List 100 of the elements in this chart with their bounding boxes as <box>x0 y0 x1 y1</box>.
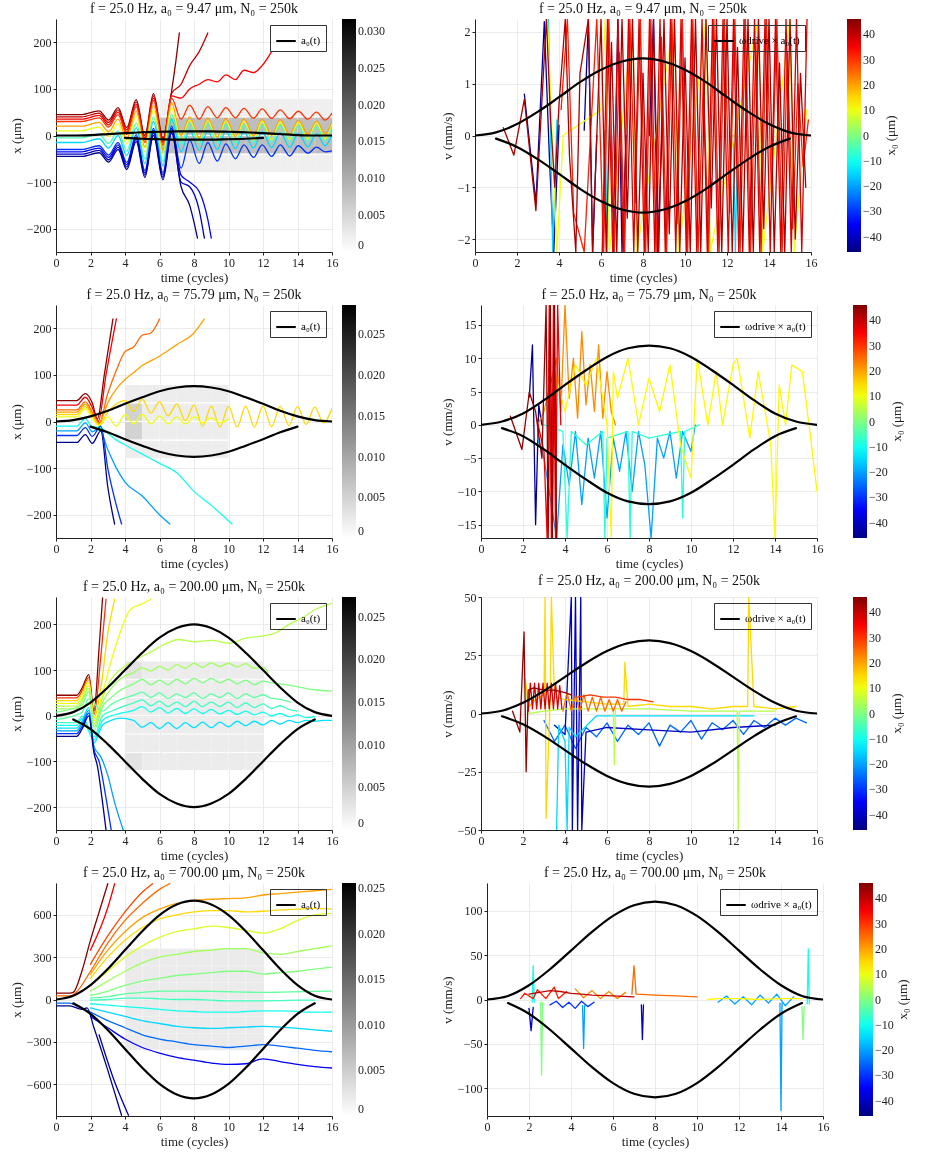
color-bar-label: 10 <box>875 967 887 982</box>
chart-title: f = 25.0 Hz, a₀ = 9.47 μm, N₀ = 250k <box>89 1 299 16</box>
x-tick-label: 12 <box>721 255 734 270</box>
color-bar-label: 0.010 <box>358 1017 385 1032</box>
x-tick-label: 14 <box>292 541 304 556</box>
x-tick-label: 6 <box>157 255 163 270</box>
color-bar-label: 0 <box>863 128 869 143</box>
x-axis-title: time (cycles) <box>160 847 229 863</box>
x-tick-label: 12 <box>257 1119 270 1134</box>
color-bar-label: 0.005 <box>358 1063 385 1078</box>
color-bar-label: 0.025 <box>358 881 385 896</box>
y-tick-label: 25 <box>464 648 477 663</box>
x-tick-label: 14 <box>292 833 304 848</box>
x-tick-label: 16 <box>811 833 824 848</box>
x-tick-label: 14 <box>292 1119 304 1134</box>
x-tick-label: 10 <box>685 833 698 848</box>
y-tick-label: −25 <box>457 765 477 780</box>
color-bar-title: x₀ (μm) <box>883 115 898 156</box>
x-tick-label: 4 <box>556 255 563 270</box>
x-tick-label: 14 <box>775 1119 788 1134</box>
x-tick-label: 14 <box>769 833 782 848</box>
color-bar-label: 0.005 <box>358 208 385 223</box>
y-axis-title: x (μm) <box>8 404 24 440</box>
color-bar-label: 0.010 <box>358 171 385 186</box>
x-tick-label: 10 <box>223 1119 235 1134</box>
y-tick-label: 100 <box>464 904 483 919</box>
y-tick-label: 50 <box>464 590 477 605</box>
color-bar-label: −40 <box>869 515 888 530</box>
x-tick-label: 2 <box>88 1119 94 1134</box>
x-tick-label: 14 <box>763 255 776 270</box>
x-tick-label: 4 <box>562 833 569 848</box>
color-bar-label: 0 <box>358 524 364 538</box>
x-tick-label: 10 <box>223 833 235 848</box>
color-bar-label: −10 <box>875 1017 894 1032</box>
x-tick-label: 10 <box>679 255 692 270</box>
chart-title: f = 25.0 Hz, a₀ = 75.79 μm, N₀ = 250k <box>86 287 302 302</box>
y-tick-label: −5 <box>463 451 477 466</box>
color-bar-label: 0.010 <box>358 737 385 752</box>
color-bar-label: 40 <box>875 891 887 906</box>
x-tick-label: 6 <box>598 255 605 270</box>
color-bar-label: 0.030 <box>358 23 385 38</box>
chart-title: f = 25.0 Hz, a₀ = 200.00 μm, N₀ = 250k <box>82 579 306 594</box>
color-bar-label: 0.015 <box>358 972 385 987</box>
color-bar-label: 0.010 <box>358 449 385 464</box>
x-tick-label: 14 <box>292 255 304 270</box>
y-axis-title: v (mm/s) <box>439 976 455 1024</box>
x-tick-label: 10 <box>223 255 235 270</box>
x-tick-label: 8 <box>640 255 647 270</box>
x-tick-label: 10 <box>685 541 698 556</box>
legend-label: a₀(t) <box>301 34 321 47</box>
y-tick-label: 15 <box>464 318 477 333</box>
color-bar-label: −20 <box>869 757 888 772</box>
x-tick-label: 2 <box>520 541 527 556</box>
color-bar-label: 30 <box>869 338 881 353</box>
x-tick-label: 12 <box>727 833 740 848</box>
y-tick-label: −200 <box>26 508 52 523</box>
color-bar-label: 30 <box>869 630 881 645</box>
y-tick-label: 100 <box>33 368 52 383</box>
x-tick-label: 10 <box>691 1119 704 1134</box>
y-axis-title: x (μm) <box>8 696 24 732</box>
x-tick-label: 16 <box>817 1119 830 1134</box>
x-tick-label: 2 <box>520 833 527 848</box>
chart-title: f = 25.0 Hz, a₀ = 9.47 μm, N₀ = 250k <box>538 1 748 16</box>
y-tick-label: 0 <box>45 993 52 1007</box>
x-tick-label: 2 <box>88 541 94 556</box>
x-tick-label: 4 <box>562 541 569 556</box>
color-bar-label: 0.020 <box>358 926 385 941</box>
x-axis-title: time (cycles) <box>621 1133 690 1149</box>
x-tick-label: 8 <box>646 833 653 848</box>
x-tick-label: 12 <box>257 541 270 556</box>
x-tick-label: 4 <box>122 255 129 270</box>
y-tick-label: 200 <box>33 321 52 336</box>
color-bar-label: 0.005 <box>358 780 385 795</box>
x-tick-label: 4 <box>122 833 129 848</box>
x-tick-label: 2 <box>88 255 94 270</box>
x-axis-title: time (cycles) <box>160 555 229 571</box>
y-axis-title: v (mm/s) <box>439 112 455 160</box>
y-tick-label: 0 <box>45 129 52 143</box>
color-bar-label: 0 <box>358 816 364 830</box>
color-bar-title: x₀ (μm) <box>889 401 904 442</box>
x-tick-label: 8 <box>646 541 653 556</box>
x-tick-label: 16 <box>326 255 339 270</box>
x-tick-label: 2 <box>526 1119 533 1134</box>
color-bar-label: −10 <box>869 439 888 454</box>
x-tick-label: 4 <box>122 1119 129 1134</box>
color-bar-label: 10 <box>863 103 875 118</box>
color-bar-label: 20 <box>869 655 881 670</box>
y-axis-title: v (mm/s) <box>439 398 455 446</box>
y-tick-label: −1 <box>457 180 471 195</box>
x-tick-label: 8 <box>191 833 198 848</box>
x-axis-title: time (cycles) <box>609 269 678 285</box>
y-tick-label: 100 <box>33 663 52 678</box>
color-bar-label: 0.015 <box>358 408 385 423</box>
legend-label: ωdrive × a₀(t) <box>751 898 812 911</box>
color-bar-label: 0 <box>358 1102 364 1116</box>
x-tick-label: 8 <box>652 1119 659 1134</box>
y-tick-label: 0 <box>464 129 471 143</box>
legend-label: a₀(t) <box>301 612 321 625</box>
y-tick-label: −200 <box>26 800 52 815</box>
y-tick-label: 300 <box>33 950 52 965</box>
